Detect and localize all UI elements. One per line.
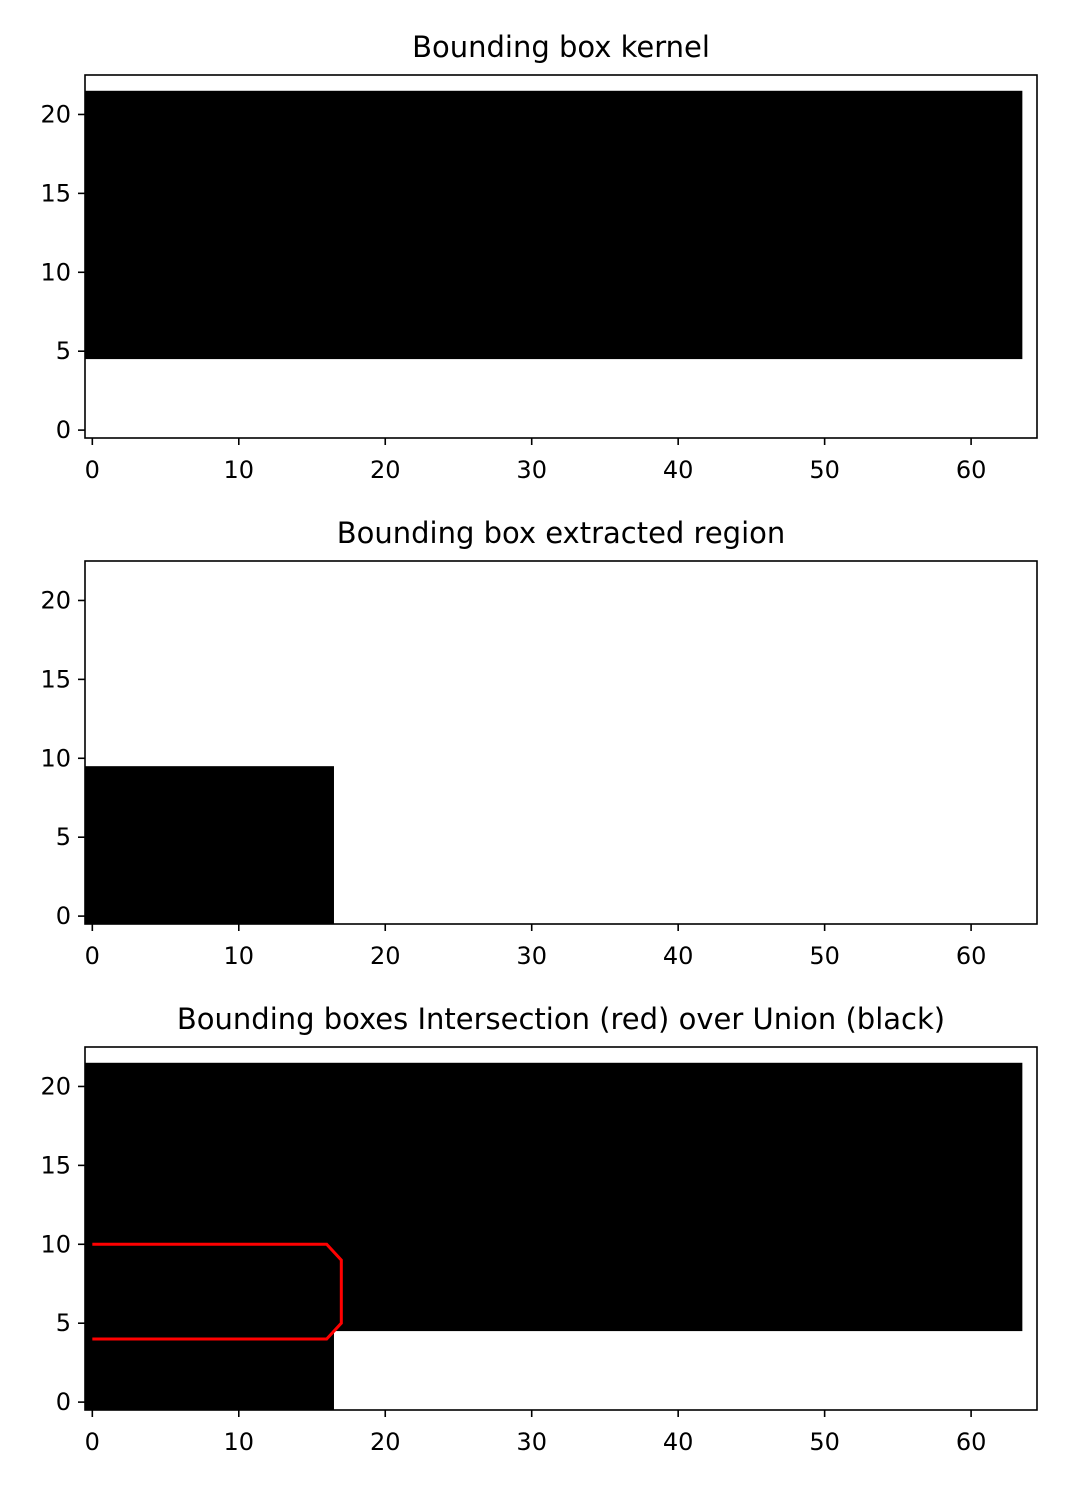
y-tick-label: 0: [56, 902, 71, 930]
chart-title: Bounding boxes Intersection (red) over U…: [177, 1002, 945, 1036]
panel-intersection-over-union: 0 10 20 30 40 50 60 0 5 10 15 20 Bounding boxes Inte…: [40, 1002, 1038, 1456]
x-tick-label: 50: [809, 942, 840, 970]
x-tick-label: 30: [516, 1428, 547, 1456]
y-tick-label: 15: [40, 1151, 71, 1179]
axes-frame: [84, 74, 1038, 439]
panel-extracted-region: 0 10 20 30 40 50 60 0 5 10 15 20 Bounding box extrac…: [40, 516, 1038, 970]
x-tick-label: 40: [663, 1428, 694, 1456]
filled-region-0: [85, 766, 334, 924]
x-tick-label: 60: [956, 456, 987, 484]
x-tick-label: 40: [663, 456, 694, 484]
axes-frame: [84, 1046, 1038, 1411]
x-tick-label: 50: [809, 456, 840, 484]
y-tick-label: 20: [40, 586, 71, 614]
x-tick-label: 10: [224, 456, 255, 484]
x-tick-label: 0: [85, 456, 100, 484]
y-tick-label: 0: [56, 1388, 71, 1416]
y-tick-label: 15: [40, 665, 71, 693]
x-tick-label: 10: [224, 1428, 255, 1456]
y-tick-label: 15: [40, 179, 71, 207]
x-tick-label: 60: [956, 1428, 987, 1456]
chart-title: Bounding box extracted region: [337, 516, 786, 550]
x-tick-label: 0: [85, 942, 100, 970]
filled-region-0: [85, 90, 1023, 360]
y-tick-label: 10: [40, 1230, 71, 1258]
x-tick-label: 50: [809, 1428, 840, 1456]
x-tick-label: 30: [516, 942, 547, 970]
x-tick-label: 0: [85, 1428, 100, 1456]
axes-frame: [84, 560, 1038, 925]
panel-kernel: 0 10 20 30 40 50 60 0 5 10 15 20 Bounding box kernel: [40, 30, 1038, 484]
y-tick-label: 20: [40, 100, 71, 128]
x-tick-label: 10: [224, 942, 255, 970]
y-tick-label: 0: [56, 416, 71, 444]
y-tick-label: 5: [56, 1309, 71, 1337]
filled-region-1: [85, 1252, 334, 1410]
y-tick-label: 5: [56, 337, 71, 365]
y-tick-label: 5: [56, 823, 71, 851]
x-tick-label: 20: [370, 456, 401, 484]
y-tick-label: 20: [40, 1072, 71, 1100]
intersection-outline: [92, 1242, 343, 1341]
x-tick-label: 20: [370, 942, 401, 970]
x-tick-label: 60: [956, 942, 987, 970]
x-tick-label: 20: [370, 1428, 401, 1456]
x-tick-label: 40: [663, 942, 694, 970]
y-tick-label: 10: [40, 744, 71, 772]
y-tick-label: 10: [40, 258, 71, 286]
chart-title: Bounding box kernel: [412, 30, 710, 64]
x-tick-label: 30: [516, 456, 547, 484]
